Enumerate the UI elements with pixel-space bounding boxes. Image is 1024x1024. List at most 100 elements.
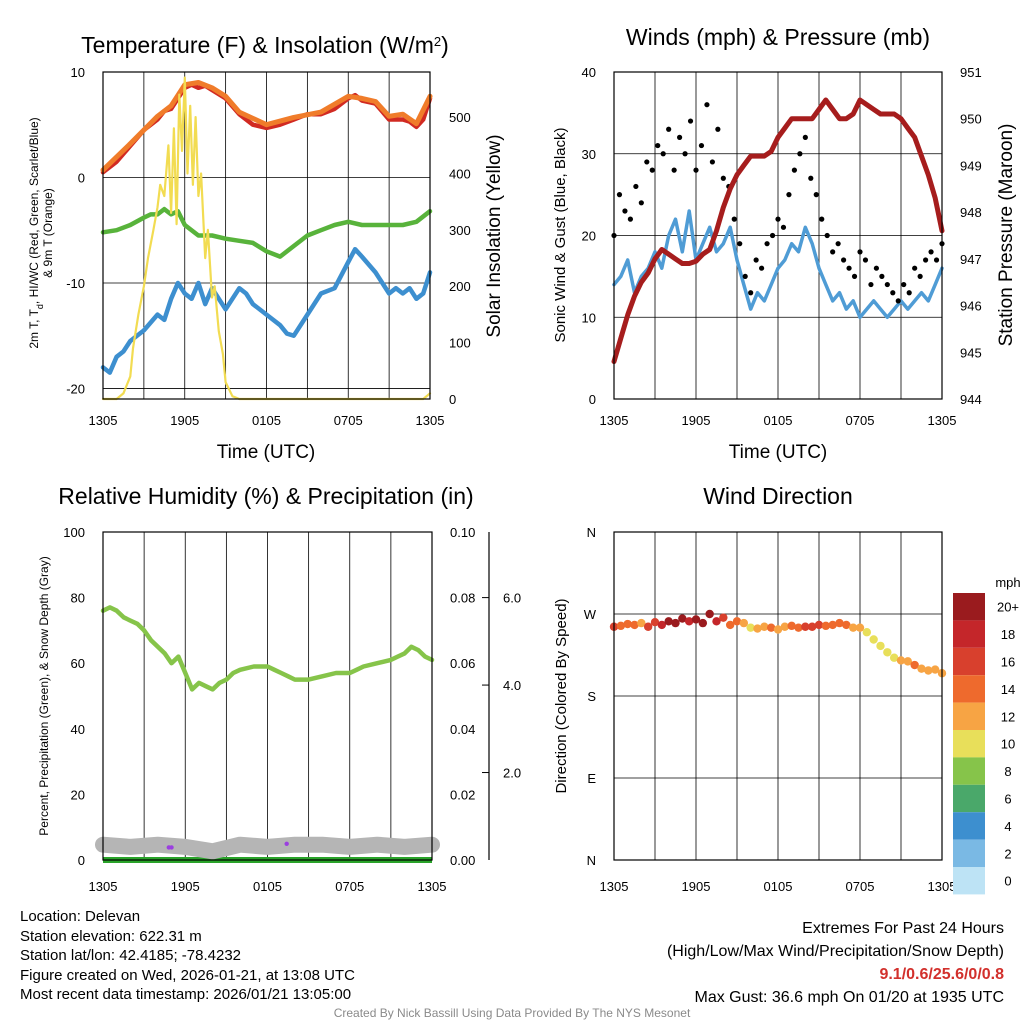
x-tick-label: 1905	[170, 413, 199, 428]
humidity-ticks: 100 80 60 40 20 0 0.10 0.08 0.06 0.04 0.02 0.00 6.0 4…	[63, 525, 521, 894]
y-tick-label: -10	[66, 276, 85, 291]
direction-point	[739, 618, 749, 628]
y-right-tick-label: 200	[449, 279, 471, 294]
y-right-tick-label: 948	[960, 205, 982, 220]
winds-axes-frame	[613, 71, 943, 400]
y-tick-label: 60	[71, 656, 85, 671]
gust-point	[923, 257, 929, 263]
direction-point	[725, 620, 735, 630]
gust-point	[638, 200, 644, 206]
extremes-box: Extremes For Past 24 Hours (High/Low/Max…	[667, 917, 1004, 1009]
gust-point	[857, 249, 863, 255]
series-9m-t	[100, 80, 433, 173]
gust-point	[682, 151, 688, 157]
direction-point	[766, 623, 776, 632]
gust-point	[748, 290, 754, 296]
y-tick-label: E	[587, 771, 596, 786]
gust-point	[666, 126, 672, 132]
direction-point	[616, 621, 626, 631]
direction-point	[821, 621, 831, 631]
direction-point	[889, 653, 899, 662]
direction-point	[712, 617, 721, 626]
extremes-title: Extremes For Past 24 Hours	[802, 920, 1004, 937]
speed-legend: mph 20+ 18 16 14 12 10 8 6 4 2 0	[953, 575, 1021, 895]
gust-point	[797, 151, 803, 157]
temperature-ylabel-line2: & 9m T (Orange)	[41, 188, 55, 278]
y-tick-label: 40	[71, 722, 85, 737]
winds-ylabel: Sonic Wind & Gust (Blue, Black)	[552, 127, 569, 342]
legend-label: 2	[1004, 846, 1011, 861]
gust-point	[731, 216, 737, 222]
legend-label: 10	[1001, 737, 1015, 752]
direction-point	[855, 623, 865, 632]
gust-point	[879, 273, 885, 279]
y-tick-label: 100	[63, 525, 85, 540]
legend-swatch	[953, 593, 985, 621]
y-tick-label: 20	[582, 229, 596, 244]
marker-point	[284, 841, 289, 846]
direction-panel: Wind Direction Direction (Colored By Spe…	[553, 483, 1021, 895]
gust-point	[775, 216, 781, 222]
legend-swatch	[953, 675, 985, 703]
snow-tick-label: 6.0	[503, 591, 521, 606]
x-tick-label: 1305	[600, 879, 629, 894]
station-info: Location: Delevan Station elevation: 622…	[20, 907, 355, 1005]
gust-point	[693, 167, 699, 173]
gust-point	[720, 175, 726, 181]
legend-label: 14	[1001, 682, 1015, 697]
legend-swatch	[953, 620, 985, 648]
direction-point	[835, 618, 844, 628]
x-tick-label: 0105	[764, 879, 793, 894]
direction-point	[664, 617, 673, 626]
y-tick-label: 10	[71, 65, 85, 80]
humidity-title: Relative Humidity (%) & Precipitation (i…	[58, 483, 473, 509]
legend-title: mph	[995, 575, 1020, 590]
gust-point	[851, 273, 858, 279]
direction-point	[671, 618, 680, 628]
legend-swatch	[953, 757, 985, 785]
gust-point	[895, 298, 901, 304]
direction-ticks: N W S E N 1305 1905 0105 0705 1305	[584, 525, 957, 894]
y-tick-label: 0	[589, 392, 596, 407]
extremes-subtitle: (High/Low/Max Wind/Precipitation/Snow De…	[666, 943, 1004, 960]
direction-point	[842, 620, 851, 630]
direction-point	[807, 622, 817, 631]
marker-point	[169, 845, 174, 850]
direction-point	[876, 641, 885, 651]
direction-title: Wind Direction	[703, 483, 853, 509]
x-tick-label: 1305	[89, 879, 118, 894]
winds-series	[611, 97, 945, 365]
gust-point	[890, 290, 896, 296]
direction-grid	[614, 532, 942, 860]
legend-label: 18	[1001, 627, 1015, 642]
x-tick-label: 0105	[253, 879, 282, 894]
direction-ylabel: Direction (Colored By Speed)	[553, 598, 570, 793]
gust-point	[627, 216, 634, 222]
y-right-tick-label: 300	[449, 223, 471, 238]
gust-point	[671, 167, 677, 173]
gust-point	[830, 249, 836, 255]
winds-title: Winds (mph) & Pressure (mb)	[626, 24, 930, 50]
y-right-tick-label: 0.08	[450, 591, 475, 606]
gust-point	[698, 142, 705, 149]
x-tick-label: 0705	[846, 413, 875, 428]
direction-point	[678, 614, 687, 623]
humidity-panel: Relative Humidity (%) & Precipitation (i…	[37, 483, 521, 894]
direction-point	[917, 664, 926, 673]
gust-point	[868, 281, 874, 288]
gust-point	[764, 241, 770, 247]
direction-point	[623, 619, 632, 629]
x-tick-label: 0105	[764, 413, 793, 428]
legend-label: 12	[1001, 709, 1015, 724]
y-tick-label: 0	[78, 170, 85, 185]
legend-label: 0	[1004, 874, 1011, 889]
legend-label: 8	[1004, 764, 1011, 779]
y-right-tick-label: 0.10	[450, 525, 475, 540]
direction-point	[794, 623, 803, 632]
gust-point	[824, 232, 830, 239]
gust-point	[655, 142, 661, 149]
gust-point	[644, 159, 650, 165]
direction-point	[828, 620, 837, 630]
y-right-tick-label: 951	[960, 65, 982, 80]
